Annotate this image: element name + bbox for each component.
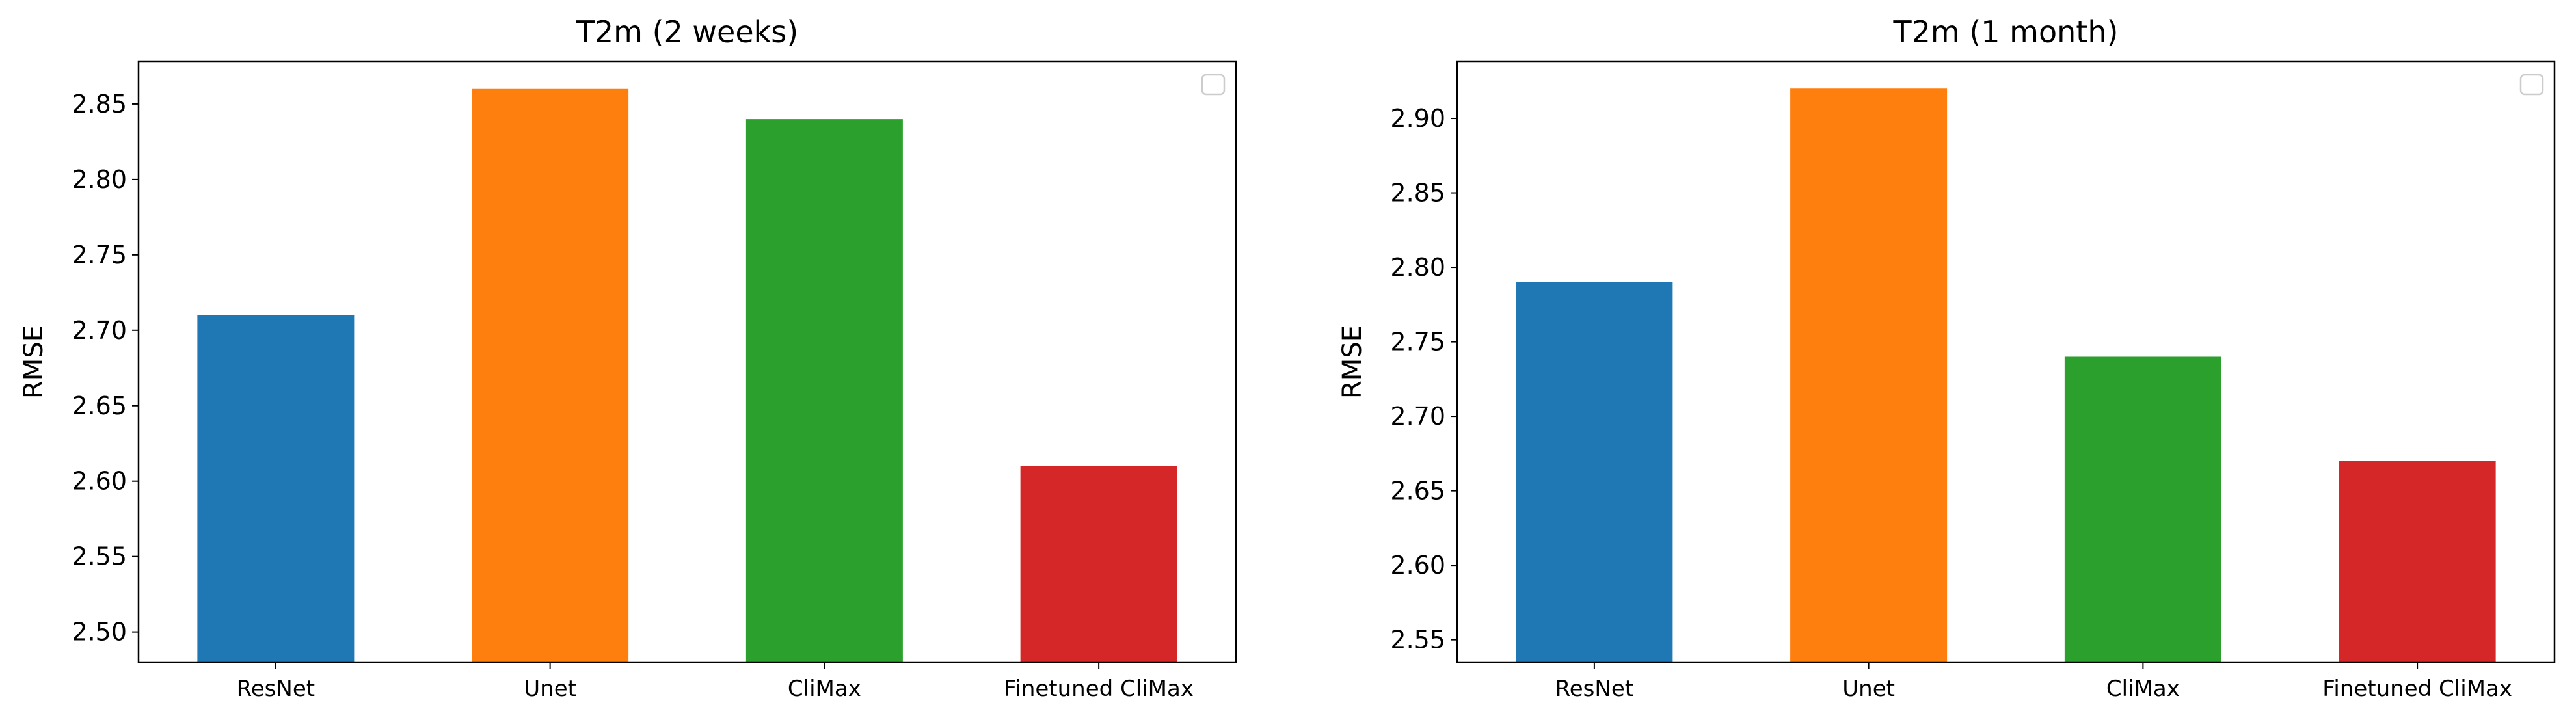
bar bbox=[1020, 466, 1177, 662]
legend-box bbox=[1201, 74, 1226, 96]
y-tick-label: 2.75 bbox=[1390, 328, 1445, 356]
x-tick-label: Finetuned CliMax bbox=[2322, 676, 2512, 702]
y-tick-label: 2.55 bbox=[1390, 626, 1445, 654]
x-tick-label: ResNet bbox=[237, 676, 315, 702]
bar bbox=[2064, 356, 2221, 662]
x-tick-label: CliMax bbox=[788, 676, 861, 702]
y-tick-label: 2.85 bbox=[72, 90, 127, 118]
bar bbox=[1516, 282, 1673, 662]
chart-title: T2m (1 month) bbox=[1893, 14, 2119, 49]
y-tick-label: 2.70 bbox=[72, 316, 127, 345]
y-tick-label: 2.80 bbox=[72, 165, 127, 194]
x-tick-label: ResNet bbox=[1555, 676, 1633, 702]
x-tick-label: Finetuned CliMax bbox=[1004, 676, 1194, 702]
y-tick-label: 2.65 bbox=[1390, 477, 1445, 505]
y-tick-label: 2.85 bbox=[1390, 179, 1445, 207]
y-tick-label: 2.50 bbox=[72, 618, 127, 647]
axes-frame bbox=[1456, 60, 2556, 663]
y-tick-label: 2.90 bbox=[1390, 104, 1445, 133]
chart-title: T2m (2 weeks) bbox=[576, 14, 798, 49]
bar bbox=[197, 315, 355, 662]
y-tick-label: 2.70 bbox=[1390, 402, 1445, 431]
bar bbox=[472, 88, 629, 662]
y-tick-label: 2.80 bbox=[1390, 253, 1445, 282]
x-tick-label: Unet bbox=[524, 676, 576, 702]
chart-1: ResNet Unet CliMax Finetuned CliMax 2.50 2.55… bbox=[19, 14, 1237, 702]
axes-frame bbox=[137, 60, 1237, 663]
y-tick-label: 2.60 bbox=[72, 467, 127, 496]
legend-box bbox=[2519, 74, 2544, 96]
y-tick-label: 2.60 bbox=[1390, 551, 1445, 580]
y-axis-label: RMSE bbox=[19, 325, 49, 399]
y-tick-label: 2.75 bbox=[72, 241, 127, 269]
x-tick-label: Unet bbox=[1842, 676, 1895, 702]
bar bbox=[745, 119, 903, 663]
chart-2: ResNet Unet CliMax Finetuned CliMax 2.55 2.60… bbox=[1337, 14, 2556, 702]
y-axis-label: RMSE bbox=[1337, 325, 1367, 399]
y-tick-label: 2.55 bbox=[72, 542, 127, 571]
x-tick-label: CliMax bbox=[2106, 676, 2180, 702]
bar bbox=[1790, 88, 1948, 662]
bar bbox=[2339, 461, 2496, 662]
y-tick-label: 2.65 bbox=[72, 392, 127, 420]
